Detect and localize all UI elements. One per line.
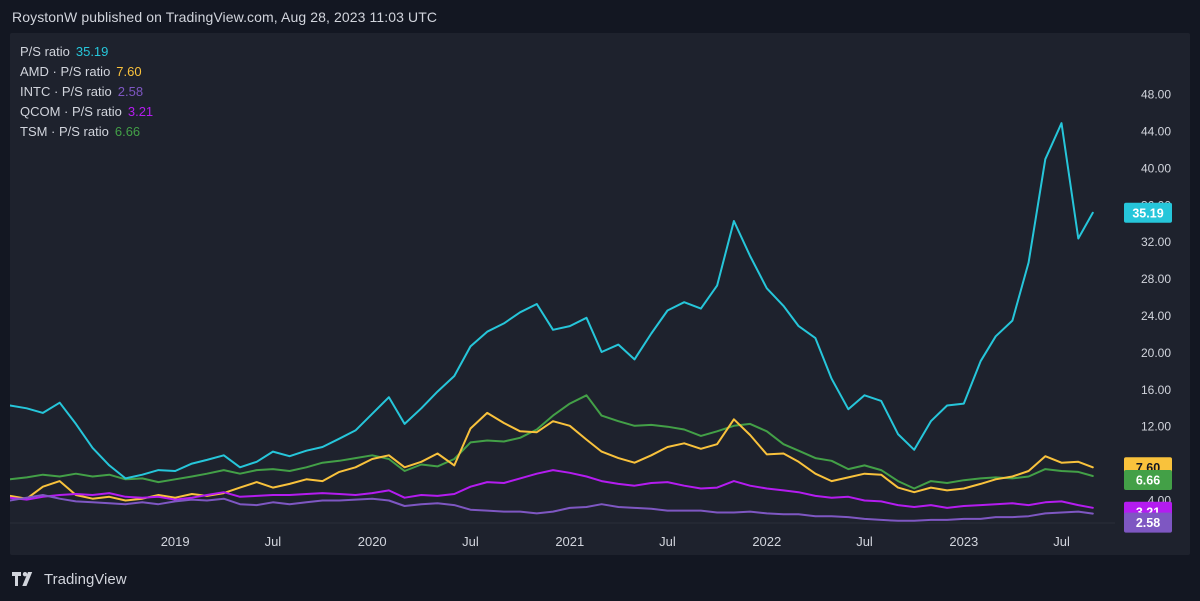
legend-label: INTC · P/S ratio: [20, 84, 112, 99]
legend-value: 35.19: [75, 44, 109, 59]
x-tick-label: 2021: [555, 534, 584, 549]
footer: TradingView: [12, 569, 127, 589]
last-value-badge: [1124, 512, 1172, 533]
legend-label: P/S ratio: [20, 44, 70, 59]
y-tick-label: 24.00: [1141, 309, 1171, 323]
series-line: [10, 411, 1094, 502]
y-tick-label: 44.00: [1141, 125, 1171, 139]
legend-label: AMD · P/S ratio: [20, 64, 111, 79]
y-tick-label: 20.00: [1141, 346, 1171, 360]
brand-name[interactable]: TradingView: [44, 570, 127, 588]
x-tick-label: Jul: [265, 534, 282, 549]
x-tick-label: Jul: [856, 534, 873, 549]
x-tick-label: 2019: [161, 534, 190, 549]
x-tick-label: Jul: [1053, 534, 1070, 549]
legend-value: 2.58: [117, 84, 144, 99]
legend-value: 6.66: [114, 124, 141, 139]
legend-item-ps[interactable]: P/S ratio 35.19: [20, 42, 153, 62]
x-tick-label: Jul: [659, 534, 676, 549]
y-tick-label: 40.00: [1141, 161, 1171, 175]
y-tick-label: 16.00: [1141, 383, 1171, 397]
last-value-label: 6.66: [1136, 473, 1160, 487]
y-tick-label: 12.00: [1141, 420, 1171, 434]
legend: P/S ratio 35.19 AMD · P/S ratio 7.60 INTC …: [20, 42, 153, 142]
x-tick-label: Jul: [462, 534, 479, 549]
x-tick-label: 2022: [752, 534, 781, 549]
y-tick-label: 48.00: [1141, 88, 1171, 102]
last-value-label: 2.58: [1136, 516, 1160, 530]
ps-ratio-chart: 48.0044.0040.0036.0032.0028.0024.0020.00…: [10, 88, 1172, 549]
y-tick-label: 32.00: [1141, 235, 1171, 249]
x-tick-label: 2020: [358, 534, 387, 549]
legend-item-amd[interactable]: AMD · P/S ratio 7.60: [20, 62, 153, 82]
series-line: [10, 494, 1094, 522]
publish-info: RoystonW published on TradingView.com, A…: [12, 9, 438, 25]
x-tick-label: 2023: [949, 534, 978, 549]
legend-item-qcom[interactable]: QCOM · P/S ratio 3.21: [20, 102, 153, 122]
tradingview-logo-icon: [12, 572, 33, 586]
series-line: [10, 394, 1094, 490]
y-tick-label: 28.00: [1141, 272, 1171, 286]
legend-value: 3.21: [127, 104, 154, 119]
legend-value: 7.60: [116, 64, 142, 79]
legend-label: QCOM · P/S ratio: [20, 104, 122, 119]
series-line: [10, 122, 1094, 480]
series-line: [10, 469, 1094, 509]
legend-item-intc[interactable]: INTC · P/S ratio 2.58: [20, 82, 153, 102]
chart-panel: 48.0044.0040.0036.0032.0028.0024.0020.00…: [10, 33, 1190, 555]
last-value-badge: [1124, 469, 1172, 490]
legend-label: TSM · P/S ratio: [20, 124, 109, 139]
last-value-label: 35.19: [1132, 206, 1163, 220]
last-value-badge: [1124, 202, 1172, 223]
legend-item-tsm[interactable]: TSM · P/S ratio 6.66: [20, 122, 153, 142]
